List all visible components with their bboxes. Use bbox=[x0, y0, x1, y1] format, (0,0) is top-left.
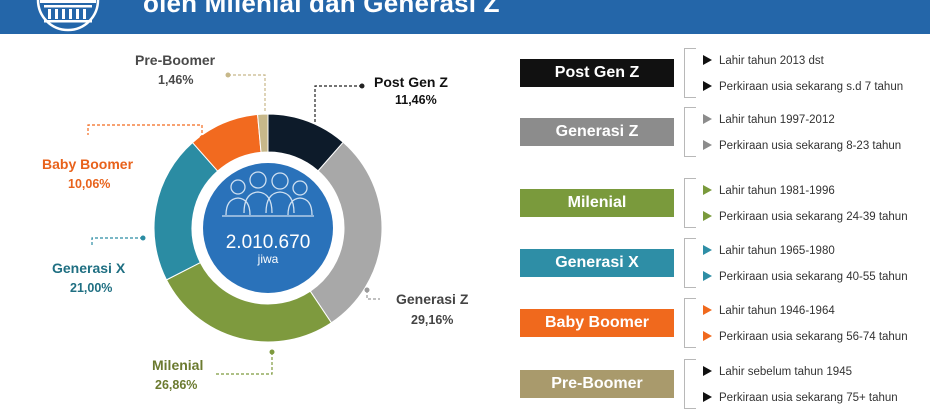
people-illustration-icon bbox=[222, 171, 314, 217]
label-post-gen-z-value: 11,46% bbox=[395, 93, 437, 107]
legend-desc-2: Perkiraan usia sekarang 40-55 tahun bbox=[703, 269, 908, 285]
label-baby-boomer-name: Baby Boomer bbox=[42, 156, 134, 172]
legend-label: Generasi Z bbox=[520, 118, 674, 146]
arrow-icon bbox=[703, 331, 712, 341]
dot-milenial bbox=[269, 349, 275, 355]
leader-post-gen-z bbox=[314, 85, 362, 122]
dot-baby-boomer bbox=[199, 135, 205, 141]
arrow-icon bbox=[703, 140, 712, 150]
legend-desc-1: Lahir tahun 1965-1980 bbox=[703, 243, 835, 259]
leader-baby-boomer bbox=[87, 124, 203, 138]
legend-desc-2: Perkiraan usia sekarang 24-39 tahun bbox=[703, 209, 908, 225]
legend-desc-1: Lahir tahun 1981-1996 bbox=[703, 183, 835, 199]
label-baby-boomer-value: 10,06% bbox=[68, 177, 110, 191]
label-milenial-name: Milenial bbox=[152, 357, 203, 373]
legend-label: Post Gen Z bbox=[520, 59, 674, 87]
legend-desc-1: Lahir tahun 2013 dst bbox=[703, 53, 824, 69]
label-pre-boomer-value: 1,46% bbox=[158, 73, 193, 87]
legend-label: Pre-Boomer bbox=[520, 370, 674, 398]
legend-bracket bbox=[684, 48, 696, 98]
total-population: 2.010.670 bbox=[226, 232, 311, 253]
label-generasi-x-name: Generasi X bbox=[52, 260, 126, 276]
dot-generasi-x bbox=[140, 235, 146, 241]
legend-bracket bbox=[684, 107, 696, 157]
legend-desc-1: Lahir tahun 1946-1964 bbox=[703, 303, 835, 319]
leader-generasi-x bbox=[91, 237, 143, 246]
arrow-icon bbox=[703, 81, 712, 91]
legend-bracket bbox=[684, 238, 696, 288]
label-generasi-z-name: Generasi Z bbox=[396, 291, 469, 307]
total-unit: jiwa bbox=[257, 252, 279, 266]
arrow-icon bbox=[703, 55, 712, 65]
label-pre-boomer-name: Pre-Boomer bbox=[135, 52, 216, 68]
building-icon bbox=[36, 0, 100, 32]
arrow-icon bbox=[703, 271, 712, 281]
arrow-icon bbox=[703, 392, 712, 402]
legend-desc-2: Perkiraan usia sekarang 8-23 tahun bbox=[703, 138, 901, 154]
arrow-icon bbox=[703, 114, 712, 124]
label-milenial-value: 26,86% bbox=[155, 378, 197, 392]
header-title: oleh Milenial dan Generasi Z bbox=[143, 0, 500, 18]
arrow-icon bbox=[703, 366, 712, 376]
leader-milenial bbox=[215, 352, 273, 375]
leader-generasi-z bbox=[366, 290, 380, 300]
donut-slices bbox=[153, 113, 383, 343]
legend-desc-2: Perkiraan usia sekarang 75+ tahun bbox=[703, 390, 898, 406]
dot-generasi-z bbox=[364, 287, 370, 293]
arrow-icon bbox=[703, 185, 712, 195]
legend-label: Milenial bbox=[520, 189, 674, 217]
legend-desc-2: Perkiraan usia sekarang s.d 7 tahun bbox=[703, 79, 903, 95]
arrow-icon bbox=[703, 211, 712, 221]
legend-desc-2: Perkiraan usia sekarang 56-74 tahun bbox=[703, 329, 908, 345]
center-circle bbox=[203, 163, 333, 293]
legend-bracket bbox=[684, 359, 696, 409]
legend-bracket bbox=[684, 178, 696, 228]
label-generasi-z-value: 29,16% bbox=[411, 313, 453, 327]
header-bar: oleh Milenial dan Generasi Z bbox=[0, 0, 930, 34]
legend-desc-1: Lahir tahun 1997-2012 bbox=[703, 112, 835, 128]
legend-desc-1: Lahir sebelum tahun 1945 bbox=[703, 364, 852, 380]
arrow-icon bbox=[703, 305, 712, 315]
leader-pre-boomer bbox=[228, 74, 266, 111]
arrow-icon bbox=[703, 245, 712, 255]
dot-post-gen-z bbox=[359, 83, 365, 89]
donut-chart: 2.010.670 jiwa Post Gen Z 11,46% Generas… bbox=[42, 52, 469, 392]
dot-pre-boomer bbox=[225, 72, 231, 78]
legend-label: Baby Boomer bbox=[520, 309, 674, 337]
legend-label: Generasi X bbox=[520, 249, 674, 277]
slice-pre-boomer bbox=[257, 113, 269, 153]
label-post-gen-z-name: Post Gen Z bbox=[374, 74, 448, 90]
legend-bracket bbox=[684, 298, 696, 348]
label-generasi-x-value: 21,00% bbox=[70, 281, 112, 295]
